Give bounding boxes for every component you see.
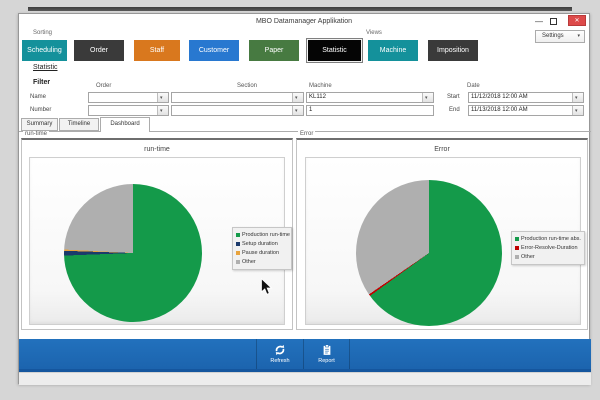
refresh-button[interactable]: Refresh (257, 339, 303, 369)
desktop-top-strip (28, 7, 572, 11)
filter-label: Filter (33, 79, 51, 86)
tab-summary[interactable]: Summary (21, 118, 58, 131)
chevron-down-icon[interactable] (572, 93, 583, 103)
error-legend: Production run-time abs. Error-Resolve-Du… (511, 231, 585, 265)
legend-label: Production run-time abs. (521, 236, 581, 242)
toolbar-button-machine[interactable]: Machine (368, 40, 418, 61)
start-label: Start (447, 94, 460, 100)
refresh-label: Refresh (270, 358, 290, 364)
legend-swatch (236, 251, 240, 255)
window-footer (19, 372, 591, 385)
legend-item: Pause duration (236, 249, 288, 257)
ribbon-divider (256, 339, 257, 369)
ribbon-divider (349, 339, 350, 369)
settings-label: Settings (542, 33, 564, 39)
legend-swatch (236, 233, 240, 237)
runtime-chart-title: run-time (144, 146, 170, 153)
refresh-icon (275, 344, 285, 356)
toolbar-button-imposition[interactable]: Imposition (428, 40, 478, 61)
machine-combobox[interactable]: KL112 (306, 92, 434, 103)
error-group-label: Error (298, 131, 316, 137)
report-button[interactable]: Report (304, 339, 349, 369)
legend-item: Error-Resolve-Duration (515, 244, 581, 252)
column-header-machine: Machine (309, 83, 332, 89)
close-button[interactable]: ✕ (568, 15, 586, 26)
end-label: End (449, 107, 460, 113)
views-label: Views (366, 30, 382, 36)
legend-swatch (515, 237, 519, 241)
tab-timeline[interactable]: Timeline (59, 118, 99, 131)
legend-swatch (515, 246, 519, 250)
error-chart-area: Production run-time abs. Error-Resolve-Du… (305, 157, 585, 326)
name-row-label: Name (30, 94, 47, 100)
toolbar-button-staff[interactable]: Staff (134, 40, 180, 61)
machine-number-field[interactable]: 1 (306, 105, 434, 116)
column-header-order: Order (96, 83, 112, 89)
toolbar-button-customer[interactable]: Customer (189, 40, 239, 61)
column-header-date: Date (467, 83, 480, 89)
name-section-combobox[interactable] (171, 92, 304, 103)
minimize-button[interactable]: — (535, 17, 543, 26)
column-header-section: Section (237, 83, 258, 89)
report-label: Report (318, 358, 335, 364)
chevron-down-icon[interactable] (422, 93, 433, 103)
app-window: MBO Datamanager Applikation — ✕ Sorting … (18, 13, 591, 385)
number-row-label: Number (30, 107, 52, 113)
legend-label: Error-Resolve-Duration (521, 245, 578, 251)
number-order-combobox[interactable] (88, 105, 169, 116)
start-date-value: 11/12/2018 12:00 AM (471, 94, 528, 100)
error-chart-title: Error (434, 146, 450, 153)
toolbar-button-statistic[interactable]: Statistic (308, 40, 361, 61)
legend-label: Production run-time (242, 232, 290, 238)
legend-swatch (236, 260, 240, 264)
toolbar-button-order[interactable]: Order (74, 40, 124, 61)
chevron-down-icon[interactable] (292, 106, 303, 116)
name-order-combobox[interactable] (88, 92, 169, 103)
legend-label: Other (521, 254, 535, 260)
bottom-ribbon: Refresh Report (19, 339, 591, 372)
legend-label: Other (242, 259, 256, 265)
chevron-down-icon[interactable] (572, 106, 583, 116)
runtime-chart-area: Production run-time Setup duration Pause d… (29, 157, 292, 325)
machine-combobox-value: KL112 (309, 94, 326, 100)
end-date-picker[interactable]: 11/13/2018 12:00 AM (468, 105, 584, 116)
settings-dropdown[interactable]: Settings (535, 30, 585, 43)
toolbar-button-scheduling[interactable]: Scheduling (22, 40, 67, 61)
chevron-down-icon[interactable] (292, 93, 303, 103)
error-group: Error Production run-time abs. Error-Reso… (296, 138, 588, 330)
mouse-cursor-icon (260, 278, 273, 295)
end-date-value: 11/13/2018 12:00 AM (471, 107, 528, 113)
runtime-group: run-time Production run-time Setup durati… (21, 138, 293, 330)
legend-item: Production run-time abs. (515, 235, 581, 243)
window-title: MBO Datamanager Applikation (255, 18, 353, 25)
runtime-group-label: run-time (23, 131, 50, 137)
chevron-down-icon[interactable] (157, 106, 168, 116)
legend-item: Other (236, 258, 288, 266)
report-icon (323, 344, 330, 355)
tab-dashboard[interactable]: Dashboard (100, 117, 150, 132)
error-pie-chart (356, 180, 502, 326)
legend-label: Pause duration (242, 250, 279, 256)
legend-item: Production run-time (236, 231, 290, 239)
legend-swatch (515, 255, 519, 259)
legend-swatch (236, 242, 240, 246)
ribbon-divider (303, 339, 304, 369)
runtime-legend: Production run-time Setup duration Pause d… (232, 227, 292, 270)
chevron-down-icon[interactable] (157, 93, 168, 103)
start-date-picker[interactable]: 11/12/2018 12:00 AM (468, 92, 584, 103)
maximize-icon[interactable] (550, 18, 557, 25)
legend-item: Other (515, 253, 581, 261)
titlebar[interactable]: MBO Datamanager Applikation — ✕ (19, 14, 589, 29)
legend-item: Setup duration (236, 240, 288, 248)
legend-label: Setup duration (242, 241, 278, 247)
breadcrumb[interactable]: Statistic (33, 64, 58, 71)
number-section-combobox[interactable] (171, 105, 304, 116)
runtime-pie-chart (64, 184, 202, 322)
toolbar-button-paper[interactable]: Paper (249, 40, 299, 61)
sorting-label: Sorting (33, 30, 53, 36)
